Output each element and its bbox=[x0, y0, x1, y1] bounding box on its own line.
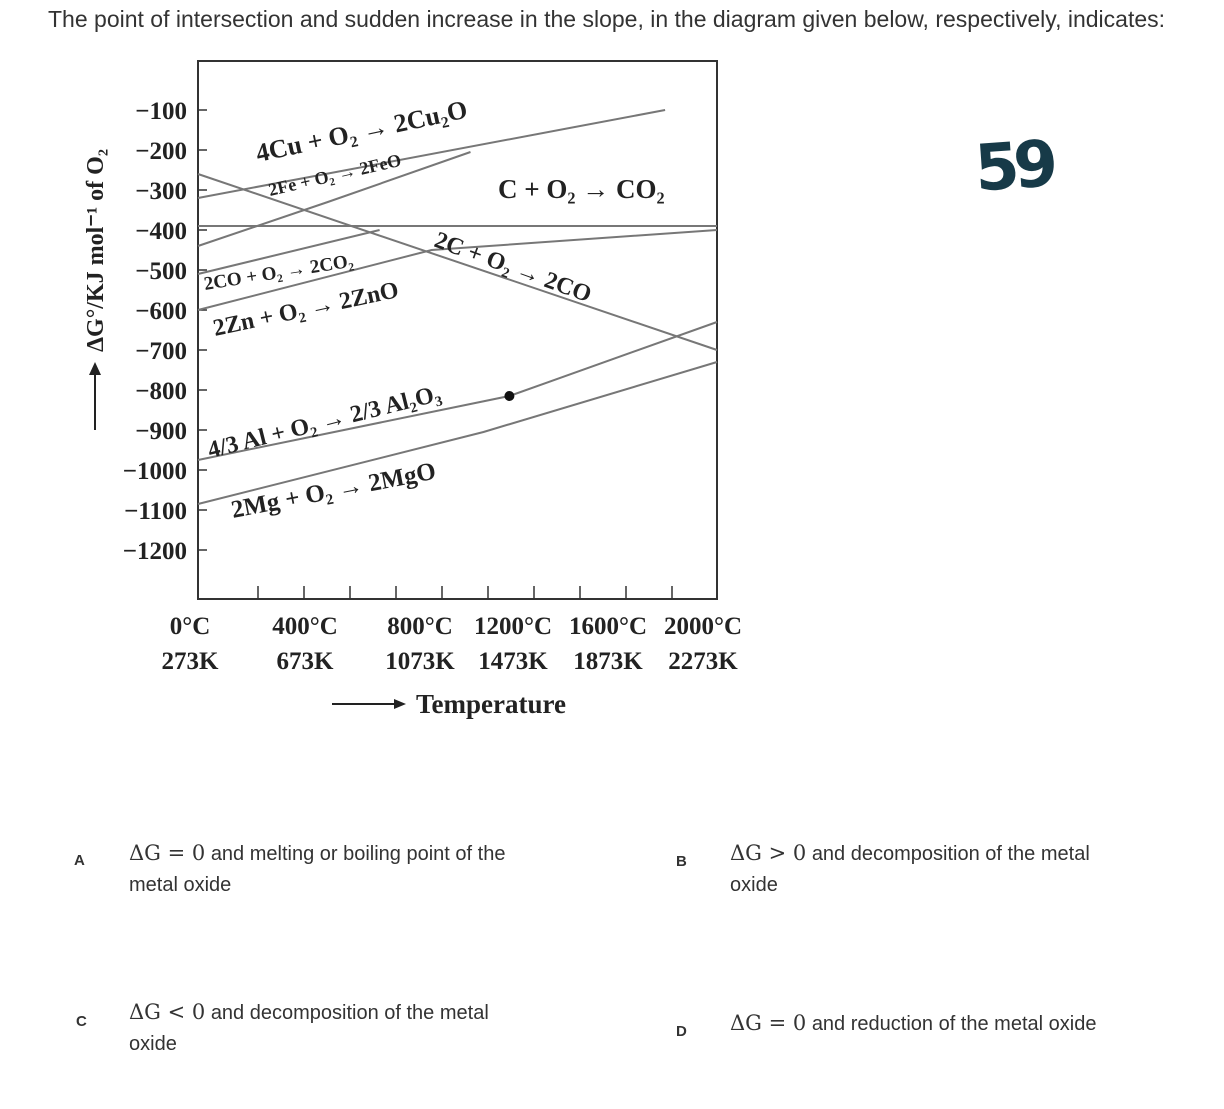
option-c-line2: oxide bbox=[129, 1033, 177, 1055]
option-a-math: ΔG = 0 bbox=[129, 841, 206, 865]
series-label-7: 2Mg + O₂ → 2MgO bbox=[229, 458, 438, 524]
series-line-7 bbox=[197, 361, 718, 505]
x-axis-label: Temperature bbox=[416, 689, 566, 719]
x-tick-label-celsius: 400°C bbox=[272, 613, 338, 640]
x-tick-label-kelvin: 1073K bbox=[385, 648, 455, 675]
option-b-line1: and decomposition of the metal bbox=[811, 843, 1090, 865]
series-line-5 bbox=[197, 229, 718, 311]
x-tick-label-celsius: 0°C bbox=[170, 613, 211, 640]
option-b-line2: oxide bbox=[730, 874, 778, 896]
option-d-text[interactable]: ΔG = 0 and reduction of the metal oxide bbox=[730, 1008, 1200, 1040]
x-tick-label-kelvin: 273K bbox=[162, 648, 220, 675]
x-tick-label-celsius: 1600°C bbox=[569, 613, 647, 640]
x-tick-label-celsius: 800°C bbox=[387, 613, 453, 640]
option-c-letter[interactable]: C bbox=[76, 1013, 87, 1030]
y-axis-title: ΔG°/KJ mol⁻¹ of O₂ bbox=[83, 149, 109, 430]
option-c-math: ΔG < 0 bbox=[129, 1000, 206, 1024]
y-tick-label: −600 bbox=[135, 298, 187, 325]
series-line-3 bbox=[197, 173, 718, 351]
option-b-text[interactable]: ΔG > 0 and decomposition of the metal ox… bbox=[730, 838, 1190, 901]
series-label-0: 4Cu + O₂ → 2Cu₂O bbox=[253, 95, 470, 168]
y-tick-label: −1200 bbox=[123, 538, 187, 565]
option-b-letter[interactable]: B bbox=[676, 853, 687, 870]
y-tick-label: −800 bbox=[135, 378, 187, 405]
x-tick-label-kelvin: 2273K bbox=[668, 648, 738, 675]
x-axis-title: Temperature bbox=[332, 689, 566, 719]
option-c-text[interactable]: ΔG < 0 and decomposition of the metal ox… bbox=[129, 997, 589, 1060]
option-d-letter[interactable]: D bbox=[676, 1023, 687, 1040]
x-tick-label-kelvin: 673K bbox=[277, 648, 335, 675]
ellingham-diagram: ΔG°/KJ mol⁻¹ of O₂ Temperature −100 −200 −… bbox=[83, 60, 742, 719]
y-tick-label: −200 bbox=[135, 138, 187, 165]
option-a-letter[interactable]: A bbox=[74, 852, 85, 869]
option-a-text[interactable]: ΔG = 0 and melting or boiling point of t… bbox=[129, 838, 589, 901]
handwritten-mark: 59 bbox=[972, 127, 1055, 207]
option-d-line1: and reduction of the metal oxide bbox=[811, 1013, 1097, 1035]
x-tick-label-celsius: 2000°C bbox=[664, 613, 742, 640]
intersection-point bbox=[504, 391, 515, 401]
y-tick-label: −100 bbox=[135, 98, 187, 125]
option-d-math: ΔG = 0 bbox=[730, 1011, 807, 1035]
series-line-4 bbox=[197, 229, 380, 275]
series-line-0 bbox=[197, 109, 666, 199]
y-tick-label: −400 bbox=[135, 218, 187, 245]
y-tick-label: −900 bbox=[135, 418, 187, 445]
x-tick-label-kelvin: 1873K bbox=[573, 648, 643, 675]
option-b-math: ΔG > 0 bbox=[730, 841, 807, 865]
x-tick-label-celsius: 1200°C bbox=[474, 613, 552, 640]
x-tick-label-kelvin: 1473K bbox=[478, 648, 548, 675]
y-axis-label: ΔG°/KJ mol⁻¹ of O₂ bbox=[83, 149, 109, 352]
y-tick-label: −700 bbox=[135, 338, 187, 365]
plot-frame bbox=[197, 60, 718, 600]
option-a-line1: and melting or boiling point of the bbox=[210, 843, 506, 865]
y-tick-label: −300 bbox=[135, 178, 187, 205]
y-tick-label: −1100 bbox=[124, 498, 187, 525]
y-tick-label: −500 bbox=[135, 258, 187, 285]
series-label-2: C + O₂ → CO₂ bbox=[498, 174, 665, 204]
question-text: The point of intersection and sudden inc… bbox=[48, 6, 1166, 32]
series-line-1 bbox=[197, 151, 471, 247]
option-a-line2: metal oxide bbox=[129, 874, 232, 896]
y-tick-label: −1000 bbox=[123, 458, 187, 485]
option-c-line1: and decomposition of the metal bbox=[210, 1002, 489, 1024]
